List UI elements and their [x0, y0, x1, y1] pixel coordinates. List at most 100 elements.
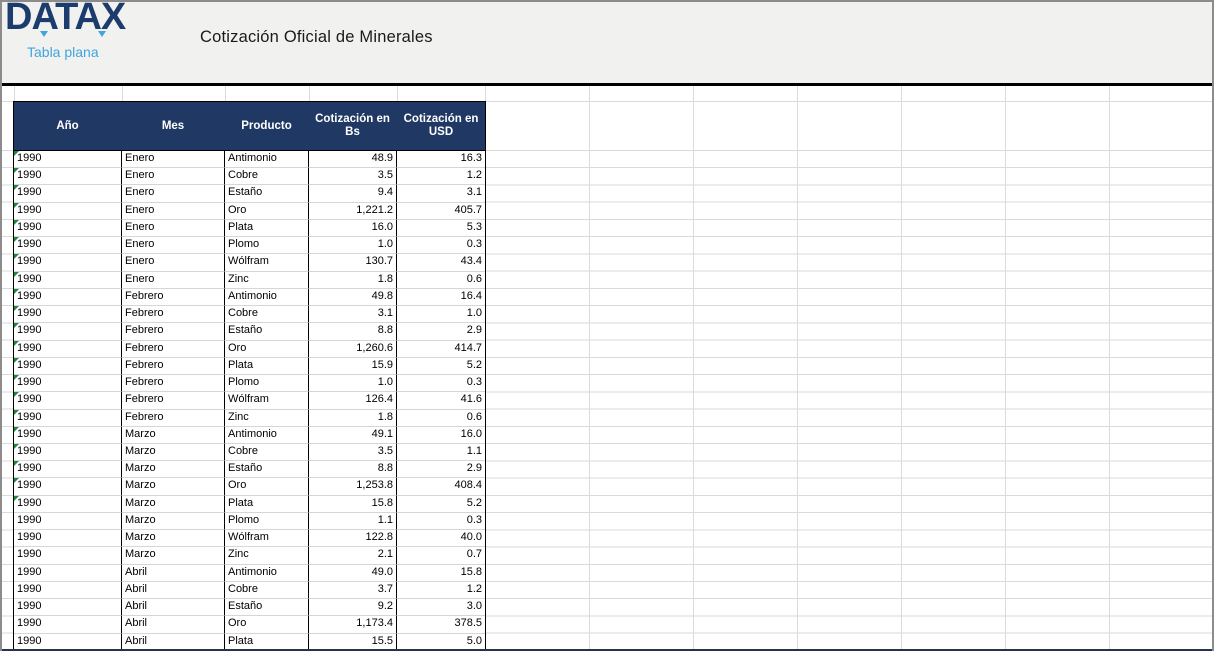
usd-value-cell[interactable]: 408.4 [397, 478, 485, 496]
column-header-mes[interactable]: Mes [122, 102, 225, 150]
usd-value-cell[interactable]: 0.6 [397, 272, 485, 289]
bs-value-cell[interactable]: 9.4 [309, 185, 397, 203]
bs-value-cell[interactable]: 1.0 [309, 237, 397, 255]
bs-value-cell[interactable]: 8.8 [309, 461, 397, 479]
column-header-cotizacion-usd[interactable]: Cotización en USD [403, 113, 479, 138]
bs-value-cell[interactable]: 49.1 [309, 426, 397, 444]
bs-value-cell[interactable]: 1,260.6 [309, 340, 397, 358]
month-cell[interactable]: Enero [122, 168, 225, 186]
bs-value-cell[interactable]: 1,253.8 [309, 478, 397, 496]
bs-value-cell[interactable]: 1.1 [309, 512, 397, 531]
bs-value-cell[interactable]: 1.8 [309, 271, 397, 289]
product-cell[interactable]: Estaño [225, 323, 309, 341]
year-cell[interactable]: 1990 [14, 151, 122, 169]
usd-value-cell[interactable]: 405.7 [397, 203, 485, 220]
usd-value-cell[interactable]: 3.0 [397, 599, 485, 617]
month-cell[interactable]: Enero [122, 202, 225, 220]
usd-value-cell[interactable]: 378.5 [397, 616, 485, 634]
year-cell[interactable]: 1990 [14, 581, 122, 600]
product-cell[interactable]: Oro [225, 616, 309, 634]
column-header-producto[interactable]: Producto [225, 102, 309, 150]
usd-value-cell[interactable]: 16.3 [397, 151, 485, 169]
bs-value-cell[interactable]: 15.8 [309, 495, 397, 513]
usd-value-cell[interactable]: 3.1 [397, 185, 485, 203]
bs-value-cell[interactable]: 1,221.2 [309, 202, 397, 220]
product-cell[interactable]: Estaño [225, 461, 309, 479]
product-cell[interactable]: Zinc [225, 547, 309, 565]
year-cell[interactable]: 1990 [14, 168, 122, 186]
month-cell[interactable]: Febrero [122, 375, 225, 393]
year-cell[interactable]: 1990 [14, 461, 122, 479]
usd-value-cell[interactable]: 2.9 [397, 461, 485, 479]
product-cell[interactable]: Oro [225, 478, 309, 496]
bs-value-cell[interactable]: 126.4 [309, 392, 397, 410]
product-cell[interactable]: Estaño [225, 185, 309, 203]
month-cell[interactable]: Marzo [122, 512, 225, 531]
year-cell[interactable]: 1990 [14, 599, 122, 617]
product-cell[interactable]: Plomo [225, 375, 309, 393]
column-header-cotizacion-bs[interactable]: Cotización en Bs [309, 102, 397, 150]
year-cell[interactable]: 1990 [14, 375, 122, 393]
product-cell[interactable]: Plata [225, 219, 309, 238]
month-cell[interactable]: Febrero [122, 323, 225, 341]
product-cell[interactable]: Zinc [225, 409, 309, 427]
year-cell[interactable]: 1990 [14, 633, 122, 651]
month-cell[interactable]: Marzo [122, 547, 225, 565]
year-cell[interactable]: 1990 [14, 306, 122, 324]
usd-value-cell[interactable]: 1.0 [397, 306, 485, 324]
usd-value-cell[interactable]: 43.4 [397, 254, 485, 272]
product-cell[interactable]: Wólfram [225, 530, 309, 548]
year-cell[interactable]: 1990 [14, 426, 122, 444]
bs-value-cell[interactable]: 49.0 [309, 564, 397, 582]
product-cell[interactable]: Antimonio [225, 151, 309, 169]
product-cell[interactable]: Plata [225, 633, 309, 651]
bs-value-cell[interactable]: 8.8 [309, 323, 397, 341]
usd-value-cell[interactable]: 414.7 [397, 341, 485, 358]
year-cell[interactable]: 1990 [14, 512, 122, 531]
usd-value-cell[interactable]: 0.7 [397, 547, 485, 565]
bs-value-cell[interactable]: 3.7 [309, 581, 397, 600]
year-cell[interactable]: 1990 [14, 530, 122, 548]
usd-value-cell[interactable]: 0.3 [397, 237, 485, 255]
product-cell[interactable]: Plata [225, 357, 309, 376]
bs-value-cell[interactable]: 130.7 [309, 254, 397, 272]
usd-value-cell[interactable]: 2.9 [397, 323, 485, 341]
bs-value-cell[interactable]: 1.8 [309, 409, 397, 427]
year-cell[interactable]: 1990 [14, 443, 122, 462]
usd-value-cell[interactable]: 5.2 [397, 358, 485, 376]
usd-value-cell[interactable]: 1.1 [397, 444, 485, 462]
product-cell[interactable]: Oro [225, 202, 309, 220]
year-cell[interactable]: 1990 [14, 185, 122, 203]
usd-value-cell[interactable]: 5.2 [397, 496, 485, 513]
usd-value-cell[interactable]: 0.3 [397, 513, 485, 531]
month-cell[interactable]: Marzo [122, 495, 225, 513]
bs-value-cell[interactable]: 49.8 [309, 288, 397, 307]
product-cell[interactable]: Oro [225, 340, 309, 358]
year-cell[interactable]: 1990 [14, 340, 122, 358]
month-cell[interactable]: Marzo [122, 443, 225, 462]
year-cell[interactable]: 1990 [14, 392, 122, 410]
usd-value-cell[interactable]: 16.4 [397, 289, 485, 307]
month-cell[interactable]: Abril [122, 633, 225, 651]
product-cell[interactable]: Plomo [225, 512, 309, 531]
month-cell[interactable]: Abril [122, 581, 225, 600]
product-cell[interactable]: Plata [225, 495, 309, 513]
product-cell[interactable]: Antimonio [225, 288, 309, 307]
month-cell[interactable]: Marzo [122, 461, 225, 479]
bs-value-cell[interactable]: 122.8 [309, 530, 397, 548]
product-cell[interactable]: Cobre [225, 168, 309, 186]
month-cell[interactable]: Enero [122, 254, 225, 272]
bs-value-cell[interactable]: 3.5 [309, 443, 397, 462]
bs-value-cell[interactable]: 3.1 [309, 306, 397, 324]
month-cell[interactable]: Marzo [122, 426, 225, 444]
usd-value-cell[interactable]: 1.2 [397, 582, 485, 600]
year-cell[interactable]: 1990 [14, 616, 122, 634]
year-cell[interactable]: 1990 [14, 478, 122, 496]
year-cell[interactable]: 1990 [14, 202, 122, 220]
product-cell[interactable]: Cobre [225, 306, 309, 324]
month-cell[interactable]: Abril [122, 564, 225, 582]
month-cell[interactable]: Enero [122, 151, 225, 169]
usd-value-cell[interactable]: 5.0 [466, 634, 482, 647]
year-cell[interactable]: 1990 [14, 547, 122, 565]
year-cell[interactable]: 1990 [14, 288, 122, 307]
